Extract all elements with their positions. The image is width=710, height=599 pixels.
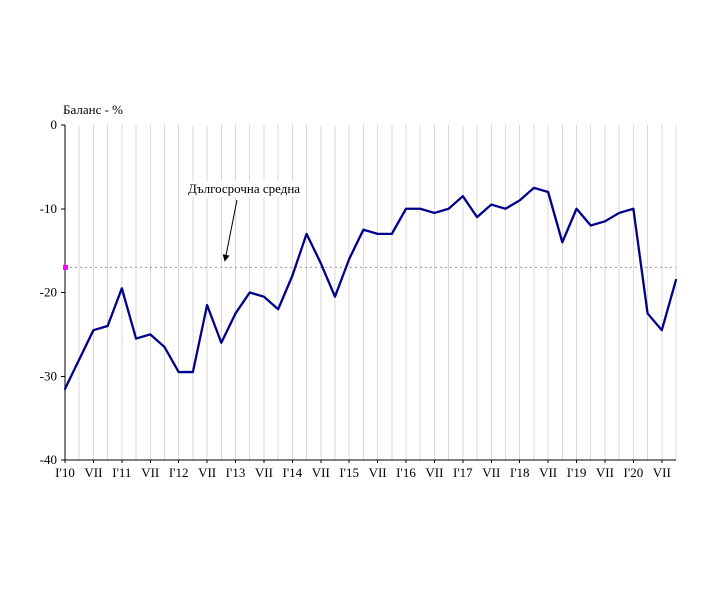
- average-marker: [63, 264, 68, 270]
- long-term-average-annotation: Дългосрочна средна: [186, 181, 303, 197]
- y-tick-label: -10: [40, 201, 57, 216]
- annotation-arrow: [222, 199, 238, 262]
- y-axis-title: Баланс - %: [63, 102, 123, 117]
- x-tick-label: I'11: [112, 465, 131, 480]
- x-tick-label: VII: [539, 465, 557, 480]
- balance-series-line: [63, 186, 678, 390]
- y-tick-label: -40: [40, 452, 57, 467]
- x-tick-label: I'14: [283, 465, 303, 480]
- x-tick-label: I'13: [226, 465, 246, 480]
- x-tick-label: VII: [141, 465, 159, 480]
- y-tick-label: -20: [40, 285, 57, 300]
- x-tick-label: I'17: [453, 465, 473, 480]
- x-tick-label: I'12: [169, 465, 189, 480]
- x-tick-label: VII: [198, 465, 216, 480]
- x-tick-label: I'10: [55, 465, 75, 480]
- x-tick-label: I'16: [396, 465, 416, 480]
- x-tick-label: I'20: [624, 465, 644, 480]
- y-tick-label: -30: [40, 368, 57, 383]
- x-tick-label: I'18: [510, 465, 530, 480]
- x-tick-label: I'15: [339, 465, 359, 480]
- y-tick-label: 0: [51, 117, 58, 132]
- x-tick-label: I'19: [567, 465, 587, 480]
- x-tick-label: VII: [482, 465, 500, 480]
- x-tick-label: VII: [312, 465, 330, 480]
- x-tick-label: VII: [84, 465, 102, 480]
- x-tick-label: VII: [425, 465, 443, 480]
- x-tick-label: VII: [369, 465, 387, 480]
- x-tick-label: VII: [596, 465, 614, 480]
- x-tick-label: VII: [255, 465, 273, 480]
- x-tick-label: VII: [653, 465, 671, 480]
